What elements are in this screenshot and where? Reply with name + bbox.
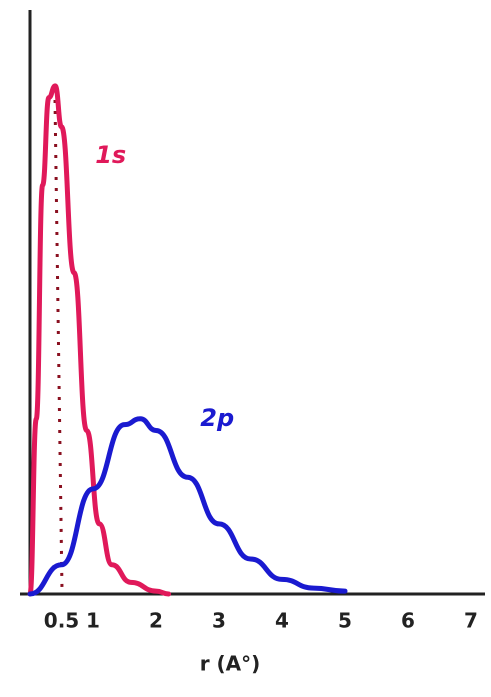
chart: r (A°) 0.5 1 2 3 4 5 6 7 1s 2p — [0, 0, 491, 697]
x-tick-label: 7 — [464, 609, 478, 633]
curve — [30, 419, 345, 594]
x-tick-label: 3 — [212, 609, 226, 633]
x-axis-label: r (A°) — [200, 652, 261, 676]
guide-line — [55, 100, 62, 590]
x-tick-label: 4 — [275, 609, 289, 633]
series-label: 2p — [200, 404, 234, 432]
x-tick-label: 1 — [86, 609, 100, 633]
x-tick-label: 5 — [338, 609, 352, 633]
x-tick-label: 6 — [401, 609, 415, 633]
series-label: 1s — [95, 141, 126, 169]
x-tick-label: 0.5 — [44, 609, 79, 633]
x-tick-label: 2 — [149, 609, 163, 633]
